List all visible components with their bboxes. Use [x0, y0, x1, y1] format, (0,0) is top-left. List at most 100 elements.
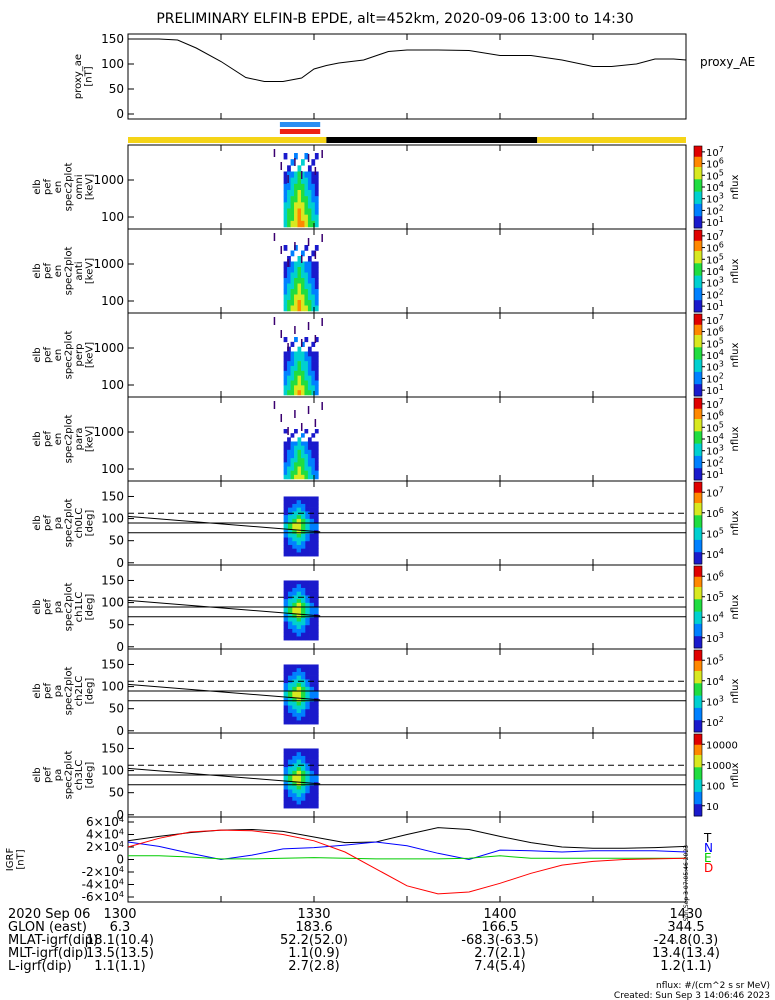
sparse-bin	[300, 255, 303, 263]
heatmap-cell	[287, 214, 291, 222]
heatmap-cell	[314, 785, 319, 790]
y-label-line: [nT]	[83, 66, 94, 86]
heatmap-cell	[304, 283, 309, 290]
colorbar-cell	[694, 213, 702, 217]
heatmap-cell	[314, 500, 319, 505]
colorbar-cell	[694, 512, 702, 516]
colorbar-cell	[694, 240, 702, 243]
y-tick-label: 50	[109, 82, 124, 96]
colorbar-cell	[694, 688, 702, 692]
heatmap-cell	[300, 466, 305, 471]
heatmap-cell	[300, 748, 306, 753]
heatmap-cell	[287, 606, 293, 611]
heatmap-cell	[287, 664, 293, 669]
heatmap-cell	[300, 800, 306, 805]
heatmap-cell	[296, 515, 302, 520]
heatmap-cell	[300, 261, 305, 268]
colorbar-cell	[694, 531, 702, 534]
y-label-line: para	[74, 428, 85, 451]
heatmap-cell	[292, 716, 297, 721]
heatmap-cell	[300, 449, 305, 455]
heatmap-cell	[287, 796, 293, 801]
heatmap-cell	[305, 544, 310, 549]
heatmap-cell	[287, 366, 291, 372]
x-axis-row-label: 2020 Sep 06	[8, 907, 90, 922]
heatmap-cell	[292, 507, 297, 512]
heatmap-cell	[314, 584, 319, 589]
colorbar-cell	[694, 176, 702, 180]
colorbar-cell	[694, 160, 702, 163]
heatmap-cell	[300, 552, 306, 557]
heatmap-cell	[314, 526, 319, 531]
heatmap-cell	[314, 470, 319, 476]
heatmap-cell	[290, 171, 295, 178]
heatmap-cell	[294, 294, 298, 301]
colorbar-cell	[694, 760, 702, 764]
heatmap-cell	[305, 614, 310, 619]
colorbar-cell	[694, 451, 702, 454]
colorbar-cell	[694, 633, 702, 637]
heatmap-cell	[287, 165, 291, 172]
heatmap-cell	[311, 177, 316, 185]
heatmap-cell	[296, 526, 302, 531]
heatmap-cell	[283, 283, 288, 290]
colorbar-cell	[694, 387, 702, 391]
colorbar-label: nflux	[730, 342, 741, 367]
heatmap-cell	[309, 533, 315, 538]
heatmap-cell	[287, 351, 291, 357]
colorbar-cell	[694, 496, 702, 499]
heatmap-cell	[304, 449, 309, 455]
footer-units: nflux: #/(cm^2 s sr MeV)	[656, 981, 770, 991]
heatmap-cell	[305, 763, 310, 768]
heatmap-cell	[311, 462, 316, 467]
heatmap-cell	[300, 770, 306, 775]
x-axis-value: 1.2(1.1)	[660, 959, 712, 974]
colorbar-cell	[694, 572, 702, 575]
colorbar-cell	[694, 520, 702, 524]
heatmap-cell	[307, 437, 312, 442]
heatmap-cell	[300, 361, 305, 367]
heatmap-cell	[287, 610, 293, 615]
colorbar-cell	[694, 631, 702, 635]
heatmap-cell	[309, 518, 315, 523]
panel-pa-ch3LC: 0 50 100 150 elb pef pa spec2plot ch3LC [deg] 10 10…	[32, 732, 741, 822]
colorbar-cell	[694, 627, 702, 631]
heatmap-cell	[292, 530, 297, 535]
colorbar-cell	[694, 719, 702, 723]
colorbar-tick-label: 106	[706, 506, 724, 520]
colorbar-cell	[694, 322, 702, 325]
heatmap-cell	[283, 294, 288, 301]
heatmap-cell	[287, 625, 293, 630]
heatmap-cell	[283, 272, 288, 279]
heatmap-cell	[300, 606, 306, 611]
colorbar-cell	[694, 381, 702, 385]
heatmap-cell	[300, 283, 305, 290]
colorbar-cell	[694, 414, 702, 417]
heatmap-cell	[305, 591, 310, 596]
heatmap-cell	[296, 683, 302, 688]
heatmap-cell	[294, 454, 298, 459]
heatmap-cell	[297, 375, 302, 381]
heatmap-cell	[283, 544, 289, 549]
heatmap-cell	[287, 617, 293, 622]
colorbar-cell	[694, 533, 702, 536]
colorbar-cell	[694, 230, 702, 233]
y-label-line: anti	[74, 261, 85, 280]
heatmap-cell	[287, 441, 291, 446]
colorbar-tick-label: 101	[706, 215, 724, 229]
colorbar-cell	[694, 443, 702, 446]
colorbar-label-text: nflux	[730, 678, 741, 703]
colorbar-cell	[694, 250, 702, 254]
heatmap-cell	[309, 686, 315, 691]
heatmap-cell	[290, 190, 295, 197]
y-tick-label: 0	[116, 808, 124, 822]
heatmap-cell	[287, 668, 293, 673]
colorbar-cell	[694, 338, 702, 342]
heatmap-cell	[309, 800, 315, 805]
heatmap-cell	[292, 767, 297, 772]
heatmap-cell	[292, 709, 297, 714]
colorbar-cell	[694, 754, 702, 758]
heatmap-cell	[311, 272, 316, 279]
y-axis-label: elb pef en spec2plot anti [keV]	[32, 247, 96, 296]
heatmap-cell	[300, 789, 306, 794]
